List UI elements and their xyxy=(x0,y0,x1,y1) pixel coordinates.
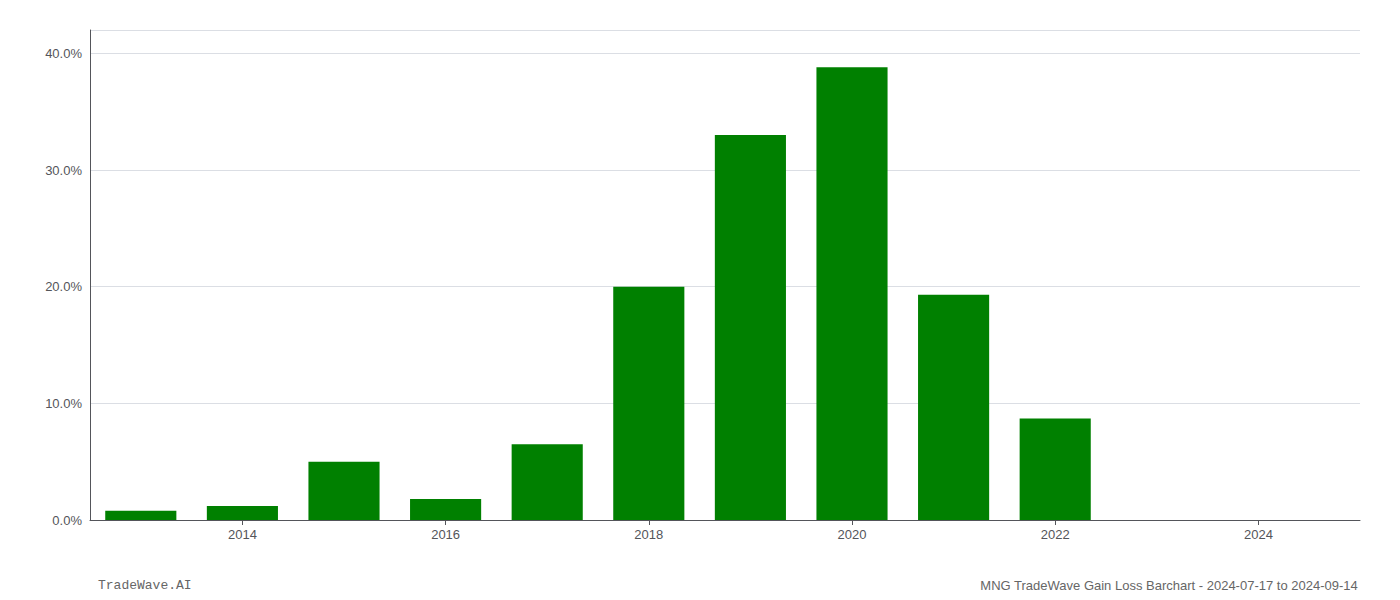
svg-text:2016: 2016 xyxy=(431,527,460,542)
svg-text:0.0%: 0.0% xyxy=(52,513,82,528)
svg-text:2024: 2024 xyxy=(1244,527,1273,542)
svg-text:30.0%: 30.0% xyxy=(45,163,82,178)
svg-text:2018: 2018 xyxy=(634,527,663,542)
svg-text:40.0%: 40.0% xyxy=(45,46,82,61)
svg-text:MNG TradeWave Gain Loss Barcha: MNG TradeWave Gain Loss Barchart - 2024-… xyxy=(980,578,1357,593)
svg-text:2020: 2020 xyxy=(838,527,867,542)
svg-text:20.0%: 20.0% xyxy=(45,279,82,294)
svg-text:2014: 2014 xyxy=(228,527,257,542)
svg-text:10.0%: 10.0% xyxy=(45,396,82,411)
svg-text:2022: 2022 xyxy=(1041,527,1070,542)
svg-text:TradeWave.AI: TradeWave.AI xyxy=(98,578,192,593)
